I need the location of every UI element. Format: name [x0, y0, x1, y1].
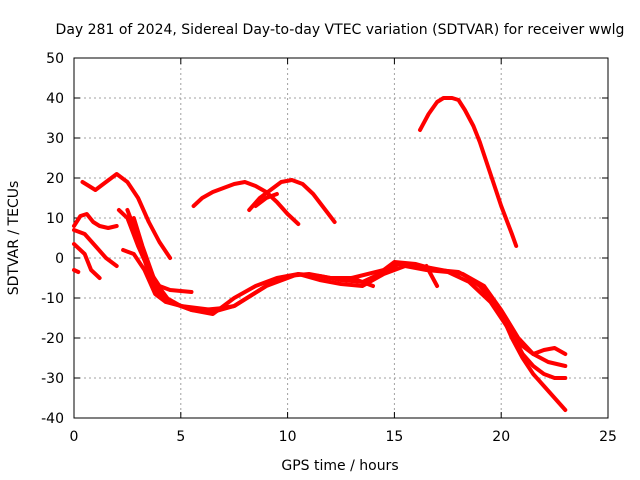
series-track-13	[424, 264, 440, 288]
series-track-5	[72, 268, 81, 274]
y-tick-label: 20	[46, 171, 64, 187]
x-tick-label: 15	[385, 429, 403, 445]
x-tick-label: 5	[176, 429, 185, 445]
y-tick-label: -30	[41, 371, 64, 387]
tick-labels: 0 5 10 15 20 25 -40 -30 -20 -10 0 10 20 30 40 50	[41, 51, 617, 445]
y-tick-label: -10	[41, 291, 64, 307]
y-tick-label: 40	[46, 91, 64, 107]
series-track-4	[72, 242, 102, 280]
x-axis-label: GPS time / hours	[281, 458, 398, 474]
y-tick-label: 10	[46, 211, 64, 227]
x-tick-label: 25	[599, 429, 617, 445]
series-track-7	[125, 208, 226, 312]
x-tick-label: 20	[492, 429, 510, 445]
chart-title: Day 281 of 2024, Sidereal Day-to-day VTE…	[56, 22, 625, 38]
y-tick-label: 30	[46, 131, 64, 147]
series-track-3	[72, 228, 119, 268]
series-track-12	[349, 276, 375, 288]
series-track-2	[72, 212, 119, 230]
plot-frame	[73, 57, 609, 419]
y-tick-label: -20	[41, 331, 64, 347]
y-tick-label: 50	[46, 51, 64, 67]
series-track-14	[191, 180, 301, 226]
series-track-17	[418, 96, 519, 248]
series-track-15	[247, 178, 337, 224]
series-track-1	[80, 172, 173, 260]
series-track-10	[121, 248, 568, 380]
x-tick-label: 10	[279, 429, 297, 445]
series-track-11	[499, 312, 568, 412]
series-track-16	[253, 192, 279, 208]
y-tick-label: -40	[41, 411, 64, 427]
y-tick-label: 0	[55, 251, 64, 267]
y-axis-label: SDTVAR / TECUs	[6, 181, 22, 296]
axis-ticks	[73, 57, 609, 419]
series-layer	[72, 96, 568, 412]
x-tick-label: 0	[70, 429, 79, 445]
